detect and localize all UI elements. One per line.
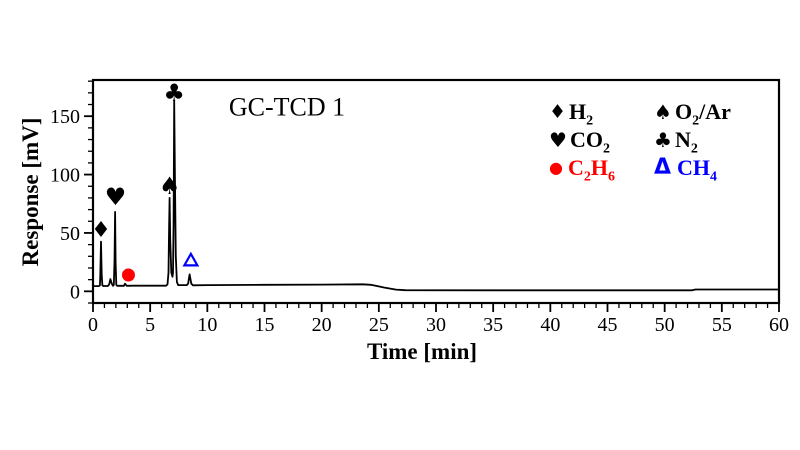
legend-item-H2: ♦ H2 xyxy=(549,98,652,129)
x-tick-label: 20 xyxy=(312,314,332,336)
legend-heart-icon: ♥ xyxy=(549,128,567,152)
y-tick-label: 150 xyxy=(50,106,80,128)
legend-item-O2Ar: ♠ O2/Ar xyxy=(654,98,731,129)
legend-spade-icon: ♠ xyxy=(654,100,672,124)
x-tick-label: 55 xyxy=(712,314,732,336)
legend-label: H2 xyxy=(569,99,594,129)
x-tick-label: 30 xyxy=(426,314,446,336)
legend-label: C2H6 xyxy=(567,155,615,185)
x-tick-label: 0 xyxy=(88,314,98,336)
peak-marker-spade: ♠ xyxy=(159,172,181,200)
y-tick-label: 0 xyxy=(70,281,80,303)
y-tick-label: 100 xyxy=(50,165,80,187)
x-axis-label: Time [min] xyxy=(366,339,478,364)
legend: ♦ H2 ♠ O2/Ar ♥ CO2 ♣ N2 ● C2H6 Δ CH4 xyxy=(549,98,731,185)
plot-annotation: GC-TCD 1 xyxy=(229,93,345,122)
legend-label: CH4 xyxy=(677,155,718,185)
x-tick-label: 60 xyxy=(769,314,789,336)
x-tick-label: 10 xyxy=(197,314,217,336)
x-tick-label: 35 xyxy=(483,314,503,336)
legend-label: CO2 xyxy=(569,127,610,157)
y-axis-label: Response [mV] xyxy=(18,117,43,267)
legend-club-icon: ♣ xyxy=(654,128,672,152)
peak-marker-delta xyxy=(182,251,200,267)
plot-border xyxy=(91,78,781,305)
x-tick-label: 15 xyxy=(255,314,275,336)
signal-trace xyxy=(92,100,780,292)
legend-label: N2 xyxy=(674,127,698,157)
x-tick-label: 50 xyxy=(655,314,675,336)
peak-marker-club: ♣ xyxy=(163,79,185,107)
legend-item-CO2: ♥ CO2 xyxy=(549,126,652,157)
legend-item-C2H6: ● C2H6 xyxy=(549,154,652,185)
y-tick-label: 50 xyxy=(60,223,80,245)
legend-item-N2: ♣ N2 xyxy=(654,126,731,157)
legend-item-CH4: Δ CH4 xyxy=(654,154,731,185)
legend-label: O2/Ar xyxy=(674,99,731,129)
peak-marker-heart: ♥ xyxy=(105,183,127,211)
x-tick-label: 45 xyxy=(598,314,618,336)
legend-delta-icon: Δ xyxy=(654,155,672,180)
peak-marker-diamond: ♦ xyxy=(91,218,111,243)
x-tick-label: 25 xyxy=(369,314,389,336)
peak-marker-circle xyxy=(121,268,135,282)
x-tick-label: 5 xyxy=(145,314,155,336)
x-tick-label: 40 xyxy=(540,314,560,336)
legend-circle-icon: ● xyxy=(549,158,563,177)
legend-diamond-icon: ♦ xyxy=(549,100,567,123)
